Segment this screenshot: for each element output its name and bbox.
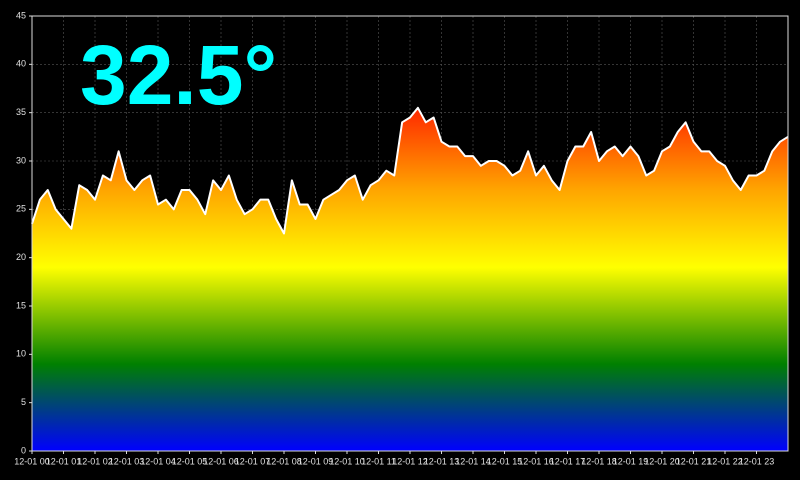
y-tick-label: 40 — [16, 59, 26, 69]
x-tick-label: 12-01 01 — [46, 456, 82, 466]
x-tick-label: 12-01 02 — [77, 456, 113, 466]
x-tick-label: 12-01 15 — [487, 456, 523, 466]
x-tick-label: 12-01 10 — [329, 456, 365, 466]
y-tick-label: 10 — [16, 349, 26, 359]
y-tick-label: 25 — [16, 204, 26, 214]
x-tick-label: 12-01 19 — [613, 456, 649, 466]
y-tick-label: 0 — [21, 445, 26, 455]
x-tick-label: 12-01 04 — [140, 456, 176, 466]
x-tick-label: 12-01 13 — [424, 456, 460, 466]
y-tick-label: 30 — [16, 155, 26, 165]
area — [32, 107, 788, 451]
y-tick-label: 45 — [16, 10, 26, 20]
x-tick-label: 12-01 20 — [644, 456, 680, 466]
x-tick-label: 12-01 18 — [581, 456, 617, 466]
current-value: 32.5° — [80, 28, 277, 122]
x-tick-label: 12-01 16 — [518, 456, 554, 466]
x-tick-label: 12-01 05 — [172, 456, 208, 466]
y-tick-label: 20 — [16, 252, 26, 262]
x-tick-label: 12-01 22 — [707, 456, 743, 466]
line — [31, 106, 789, 235]
x-tick-label: 12-01 00 — [14, 456, 50, 466]
x-tick-label: 12-01 06 — [203, 456, 239, 466]
x-tick-label: 12-01 14 — [455, 456, 491, 466]
y-tick-label: 15 — [16, 300, 26, 310]
x-tick-label: 12-01 07 — [235, 456, 271, 466]
y-tick-label: 35 — [16, 107, 26, 117]
x-tick-label: 12-01 03 — [109, 456, 145, 466]
x-tick-label: 12-01 17 — [550, 456, 586, 466]
x-tick-label: 12-01 21 — [676, 456, 712, 466]
x-tick-label: 12-01 09 — [298, 456, 334, 466]
x-tick-label: 12-01 11 — [361, 456, 396, 466]
x-tick-label: 12-01 23 — [739, 456, 775, 466]
y-tick-label: 5 — [21, 397, 26, 407]
x-tick-label: 12-01 08 — [266, 456, 302, 466]
x-tick-label: 12-01 12 — [392, 456, 428, 466]
